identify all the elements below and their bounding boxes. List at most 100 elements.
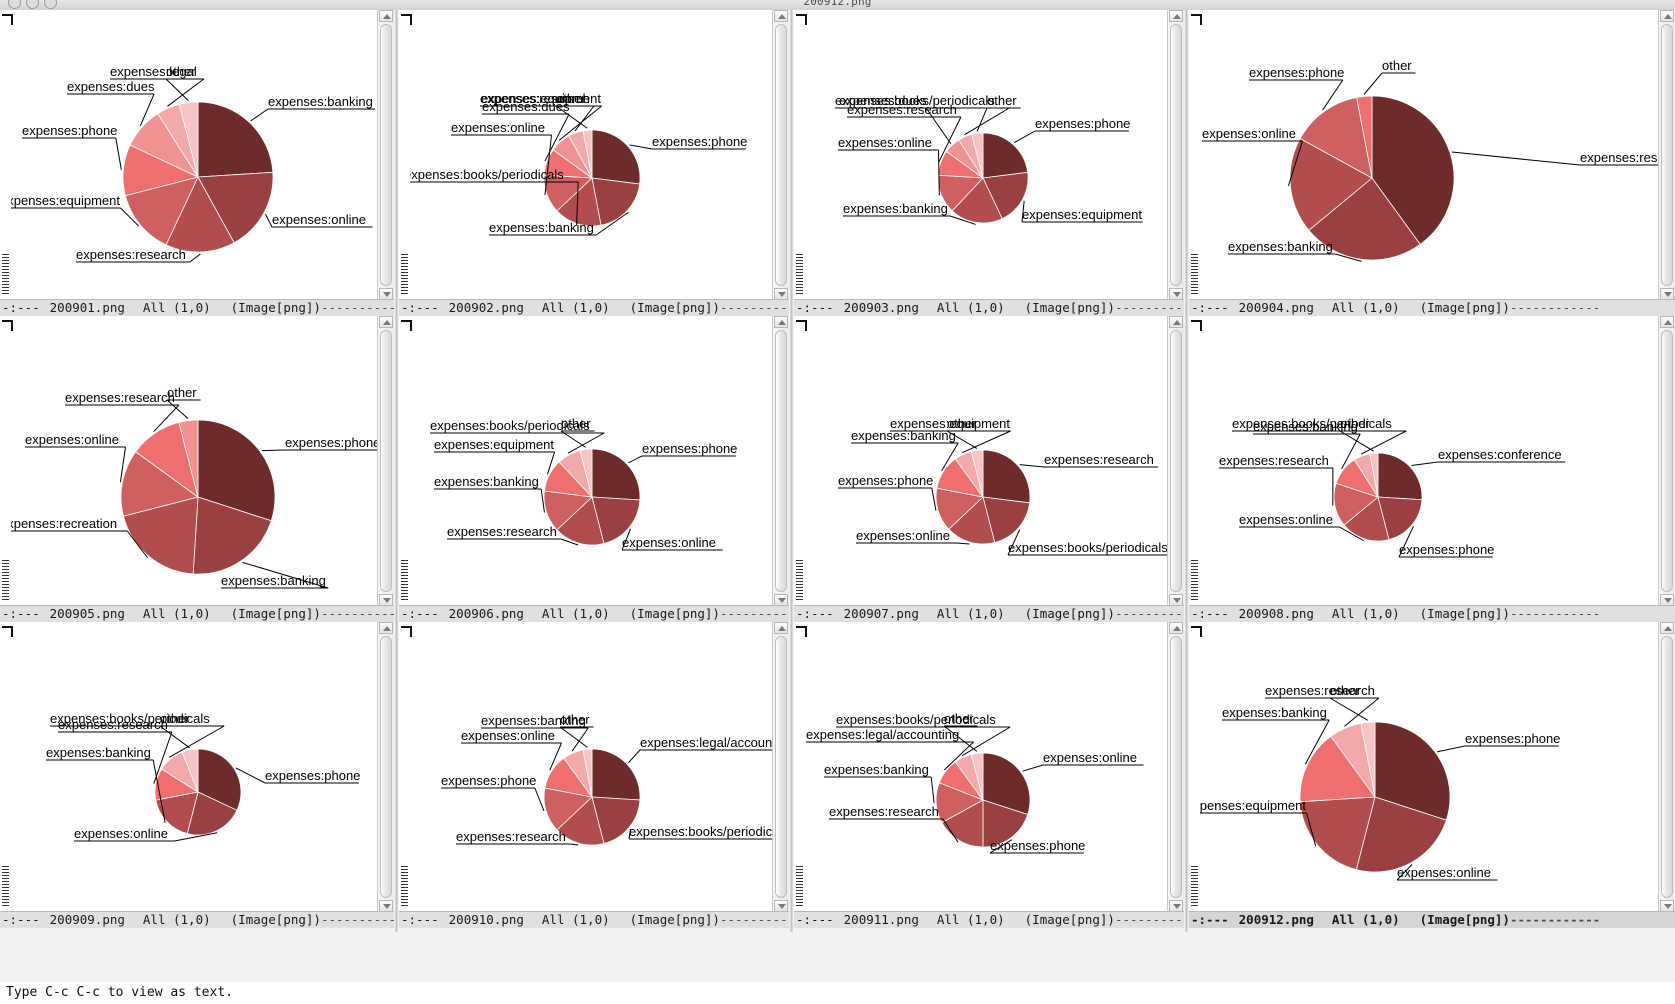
image-buffer[interactable]: expenses:phone expenses:banking expenses:r… xyxy=(0,316,394,606)
image-buffer[interactable]: expenses:phone expenses:banking expenses:b… xyxy=(399,10,789,300)
vertical-scrollbar[interactable] xyxy=(772,622,789,912)
modeline[interactable]: -:--- 200912.png All (1,0) (Image[png])----… xyxy=(1189,911,1675,928)
emacs-window-200909[interactable]: expenses:phone expenses:online expenses:ba… xyxy=(0,622,394,928)
vertical-scrollbar[interactable] xyxy=(1167,10,1184,300)
close-button[interactable] xyxy=(8,0,21,9)
scroll-up-arrow-icon[interactable] xyxy=(379,622,393,634)
window-separator[interactable] xyxy=(394,622,399,932)
scrollbar-thumb[interactable] xyxy=(1661,24,1673,286)
scroll-up-arrow-icon[interactable] xyxy=(1169,622,1183,634)
scroll-up-arrow-icon[interactable] xyxy=(1660,622,1674,634)
image-buffer[interactable]: expenses:legal/accounting expenses:books/… xyxy=(399,622,789,912)
image-buffer[interactable]: expenses:phone expenses:online expenses:re… xyxy=(399,316,789,606)
emacs-window-200912[interactable]: expenses:phone expenses:online expenses:eq… xyxy=(1189,622,1675,928)
vertical-scrollbar[interactable] xyxy=(1167,622,1184,912)
image-buffer[interactable]: expenses:conference expenses:phone expense… xyxy=(1189,316,1675,606)
scroll-up-arrow-icon[interactable] xyxy=(379,316,393,328)
modeline[interactable]: -:--- 200907.png All (1,0) (Image[png])----… xyxy=(794,605,1184,622)
emacs-window-200904[interactable]: expenses:research expenses:banking expense… xyxy=(1189,10,1675,316)
modeline-position: All (1,0) xyxy=(142,300,211,315)
image-buffer[interactable]: expenses:banking expenses:online expenses:… xyxy=(0,10,394,300)
scrollbar-thumb[interactable] xyxy=(1170,330,1182,592)
window-controls[interactable] xyxy=(8,0,57,9)
vertical-scrollbar[interactable] xyxy=(1658,622,1675,912)
modeline[interactable]: -:--- 200904.png All (1,0) (Image[png])----… xyxy=(1189,299,1675,316)
emacs-window-200905[interactable]: expenses:phone expenses:banking expenses:r… xyxy=(0,316,394,622)
emacs-window-200907[interactable]: expenses:research expenses:books/periodic… xyxy=(794,316,1184,622)
scrollbar-thumb[interactable] xyxy=(380,330,392,592)
vertical-scrollbar[interactable] xyxy=(377,10,394,300)
vertical-scrollbar[interactable] xyxy=(1658,316,1675,606)
vertical-scrollbar[interactable] xyxy=(377,622,394,912)
image-buffer[interactable]: expenses:online expenses:phone expenses:re… xyxy=(794,622,1184,912)
pie-slice xyxy=(124,176,199,246)
window-separator[interactable] xyxy=(1184,10,1189,320)
image-buffer[interactable]: expenses:phone expenses:online expenses:eq… xyxy=(1189,622,1675,912)
scroll-down-arrow-icon[interactable] xyxy=(1660,288,1674,300)
window-separator[interactable] xyxy=(1184,316,1189,626)
pie-slice-label: expenses:phone xyxy=(1249,65,1344,80)
vertical-scrollbar[interactable] xyxy=(377,316,394,606)
pie-slice xyxy=(1299,735,1376,803)
scrollbar-thumb[interactable] xyxy=(380,24,392,286)
emacs-window-200908[interactable]: expenses:conference expenses:phone expense… xyxy=(1189,316,1675,622)
scrollbar-thumb[interactable] xyxy=(775,636,787,898)
window-separator[interactable] xyxy=(789,10,794,320)
pie-slice-label: expenses:online xyxy=(1239,512,1333,527)
modeline[interactable]: -:--- 200906.png All (1,0) (Image[png])----… xyxy=(399,605,789,622)
emacs-window-200903[interactable]: expenses:phone expenses:equipment expenses… xyxy=(794,10,1184,316)
modeline[interactable]: -:--- 200908.png All (1,0) (Image[png])----… xyxy=(1189,605,1675,622)
label-leader-line xyxy=(544,134,552,195)
image-buffer[interactable]: expenses:phone expenses:online expenses:ba… xyxy=(0,622,394,912)
modeline[interactable]: -:--- 200901.png All (1,0) (Image[png])----… xyxy=(0,299,394,316)
emacs-window-200910[interactable]: expenses:legal/accounting expenses:books/… xyxy=(399,622,789,928)
window-separator[interactable] xyxy=(394,10,399,320)
modeline[interactable]: -:--- 200903.png All (1,0) (Image[png])----… xyxy=(794,299,1184,316)
image-buffer[interactable]: expenses:research expenses:books/periodic… xyxy=(794,316,1184,606)
scrollbar-thumb[interactable] xyxy=(1661,636,1673,898)
modeline[interactable]: -:--- 200911.png All (1,0) (Image[png])----… xyxy=(794,911,1184,928)
scrollbar-thumb[interactable] xyxy=(380,636,392,898)
modeline[interactable]: -:--- 200910.png All (1,0) (Image[png])----… xyxy=(399,911,789,928)
buffer-boundary-top-icon xyxy=(796,626,807,637)
scrollbar-thumb[interactable] xyxy=(1170,636,1182,898)
maximize-button[interactable] xyxy=(44,0,57,9)
window-separator[interactable] xyxy=(1184,622,1189,932)
vertical-scrollbar[interactable] xyxy=(1167,316,1184,606)
scroll-up-arrow-icon[interactable] xyxy=(774,10,788,22)
scrollbar-thumb[interactable] xyxy=(775,330,787,592)
label-leader-line xyxy=(925,107,952,145)
label-leader-line xyxy=(1013,130,1036,144)
scroll-down-arrow-icon[interactable] xyxy=(1169,594,1183,606)
scroll-up-arrow-icon[interactable] xyxy=(774,316,788,328)
window-separator[interactable] xyxy=(789,316,794,626)
window-separator[interactable] xyxy=(394,316,399,626)
scroll-up-arrow-icon[interactable] xyxy=(774,622,788,634)
emacs-window-200911[interactable]: expenses:online expenses:phone expenses:re… xyxy=(794,622,1184,928)
image-buffer[interactable]: expenses:research expenses:banking expense… xyxy=(1189,10,1675,300)
vertical-scrollbar[interactable] xyxy=(772,316,789,606)
vertical-scrollbar[interactable] xyxy=(1658,10,1675,300)
window-separator[interactable] xyxy=(789,622,794,932)
modeline[interactable]: -:--- 200902.png All (1,0) (Image[png])----… xyxy=(399,299,789,316)
scroll-down-arrow-icon[interactable] xyxy=(379,288,393,300)
vertical-scrollbar[interactable] xyxy=(772,10,789,300)
pie-slice xyxy=(1289,137,1373,231)
emacs-window-200902[interactable]: expenses:phone expenses:banking expenses:b… xyxy=(399,10,789,316)
modeline-buffer-name: 200901.png xyxy=(49,300,125,315)
scrollbar-thumb[interactable] xyxy=(1661,330,1673,592)
scrollbar-thumb[interactable] xyxy=(1170,24,1182,286)
scroll-up-arrow-icon[interactable] xyxy=(1169,316,1183,328)
image-buffer[interactable]: expenses:phone expenses:equipment expenses… xyxy=(794,10,1184,300)
modeline[interactable]: -:--- 200905.png All (1,0) (Image[png])----… xyxy=(0,605,394,622)
emacs-window-200901[interactable]: expenses:banking expenses:online expenses:… xyxy=(0,10,394,316)
modeline[interactable]: -:--- 200909.png All (1,0) (Image[png])----… xyxy=(0,911,394,928)
scroll-up-arrow-icon[interactable] xyxy=(1169,10,1183,22)
scroll-up-arrow-icon[interactable] xyxy=(1660,10,1674,22)
scrollbar-thumb[interactable] xyxy=(775,24,787,286)
minimize-button[interactable] xyxy=(26,0,39,9)
scroll-up-arrow-icon[interactable] xyxy=(379,10,393,22)
scroll-up-arrow-icon[interactable] xyxy=(1660,316,1674,328)
emacs-window-200906[interactable]: expenses:phone expenses:online expenses:re… xyxy=(399,316,789,622)
modeline-status: -:--- xyxy=(796,300,834,315)
